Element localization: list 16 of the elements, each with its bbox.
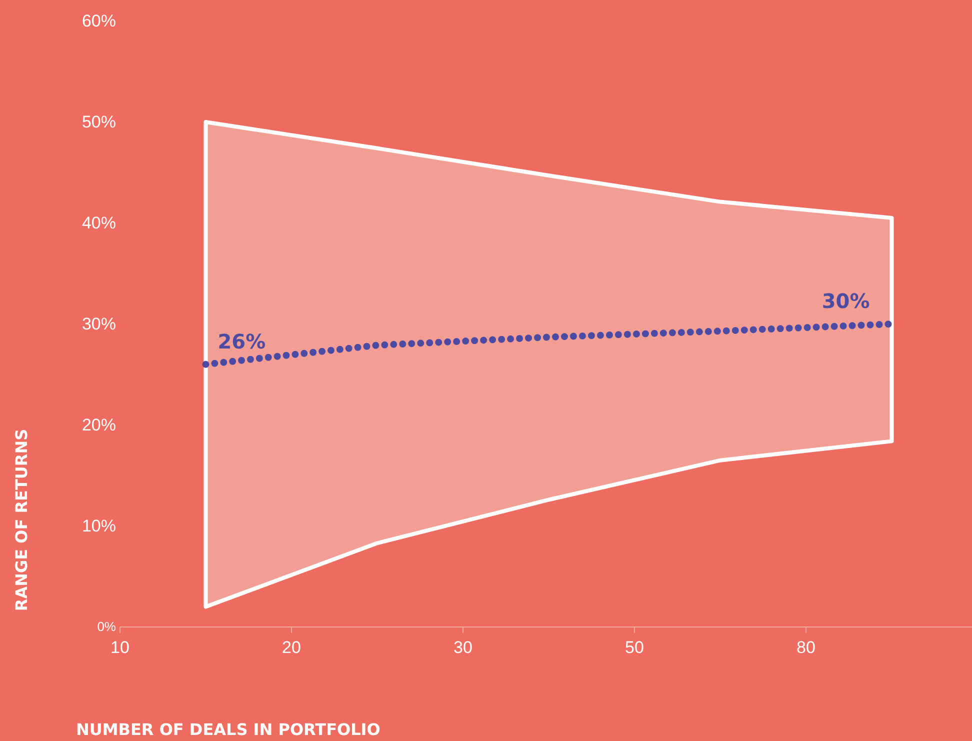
data-label: 30% — [822, 289, 870, 313]
y-tick-label: 0% — [97, 619, 116, 634]
x-tick-label: 30 — [454, 638, 472, 657]
y-tick-label: 20% — [82, 415, 116, 434]
x-tick-label: 10 — [110, 638, 130, 657]
x-tick-label: 20 — [282, 638, 301, 657]
data-label: 26% — [218, 329, 266, 354]
x-tick-label: 80 — [796, 638, 816, 657]
y-axis-title: RANGE OF RETURNS — [12, 428, 31, 612]
x-tick-label: 50 — [625, 638, 644, 657]
y-tick-label: 10% — [82, 516, 116, 536]
y-tick-label: 30% — [82, 314, 116, 334]
y-tick-label: 50% — [82, 112, 116, 132]
y-tick-label: 60% — [82, 11, 116, 30]
y-tick-label: 40% — [82, 213, 116, 232]
x-axis-title: NUMBER OF DEALS IN PORTFOLIO — [76, 720, 380, 739]
